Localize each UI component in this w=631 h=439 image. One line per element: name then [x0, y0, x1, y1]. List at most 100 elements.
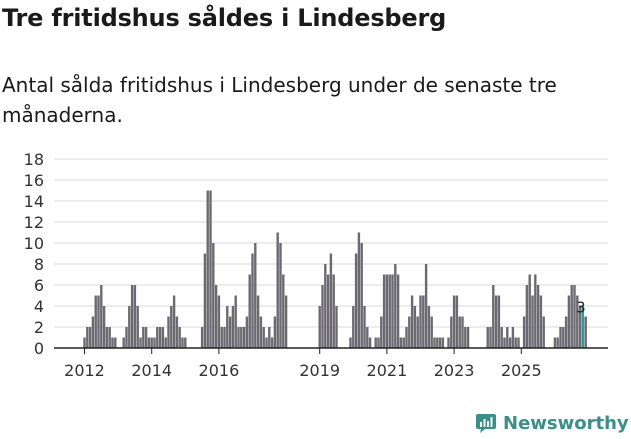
bar — [562, 327, 565, 348]
bar — [374, 337, 377, 348]
highlight-bar — [581, 306, 585, 348]
bar — [413, 306, 417, 348]
bar — [424, 264, 428, 348]
bar — [452, 295, 456, 348]
bar — [133, 285, 137, 348]
bar — [268, 327, 271, 348]
x-tick-label: 2021 — [367, 361, 408, 380]
bar — [170, 306, 173, 348]
bar — [91, 316, 95, 348]
bar — [461, 316, 464, 348]
bar — [332, 274, 335, 348]
bar — [531, 295, 534, 348]
bar — [128, 306, 131, 348]
bar — [458, 316, 461, 348]
bar — [489, 327, 492, 348]
bar — [209, 190, 212, 348]
bar-chart: 0 2 4 6 8 10 12 14 16 18 2012 2014 2016 2019 2021 2023 2… — [24, 150, 608, 380]
y-tick-label: 2 — [34, 318, 44, 337]
bar — [111, 337, 114, 348]
bar — [136, 306, 139, 348]
bar — [114, 337, 117, 348]
bar — [108, 327, 111, 348]
chart-subtitle: Antal sålda fritidshus i Lindesberg unde… — [2, 73, 557, 127]
bar — [181, 337, 184, 348]
bar — [405, 327, 408, 348]
chart-title: Tre fritidshus såldes i Lindesberg — [2, 4, 447, 32]
bar — [396, 274, 400, 348]
bar — [382, 274, 386, 348]
bar — [217, 295, 221, 348]
bar — [570, 285, 573, 348]
bar — [399, 337, 403, 348]
y-tick-label: 6 — [34, 276, 44, 295]
bar — [178, 327, 181, 348]
newsworthy-icon — [476, 414, 496, 433]
bar — [156, 327, 159, 348]
bar — [223, 327, 226, 348]
bar — [377, 337, 380, 348]
bar — [203, 253, 207, 348]
bar — [419, 295, 422, 348]
bar — [450, 316, 453, 348]
bar — [83, 337, 86, 348]
bar — [164, 337, 167, 348]
bar — [122, 337, 125, 348]
bar — [335, 306, 338, 348]
bar — [422, 295, 425, 348]
y-tick-label: 10 — [24, 234, 44, 253]
bar — [408, 316, 411, 348]
bar — [228, 316, 232, 348]
bar — [125, 327, 128, 348]
bar — [553, 337, 557, 348]
bar — [433, 337, 436, 348]
bar — [97, 295, 100, 348]
bar — [94, 295, 97, 348]
bar — [150, 337, 153, 348]
x-tick-label: 2025 — [501, 361, 542, 380]
bar — [184, 337, 187, 348]
bar — [270, 337, 274, 348]
bar — [494, 295, 498, 348]
bar — [388, 274, 391, 348]
bar — [517, 337, 520, 348]
bar — [500, 327, 503, 348]
bar — [534, 274, 537, 348]
bar — [522, 316, 526, 348]
bar — [326, 274, 330, 348]
bar — [385, 274, 389, 348]
bar — [514, 337, 517, 348]
bar — [576, 295, 579, 348]
bar — [360, 243, 363, 348]
bar — [279, 243, 282, 348]
bar — [240, 327, 243, 348]
bar — [556, 337, 559, 348]
bar — [248, 274, 251, 348]
bar — [492, 285, 495, 348]
bar — [511, 327, 515, 348]
bar — [578, 306, 582, 348]
bar — [329, 253, 333, 348]
bar — [153, 337, 156, 348]
bar — [416, 316, 419, 348]
bar — [161, 327, 165, 348]
bar — [438, 337, 442, 348]
bar — [542, 316, 545, 348]
bar — [147, 337, 151, 348]
data-label: 3 — [576, 299, 586, 317]
bar — [105, 327, 109, 348]
x-tick-label: 2012 — [64, 361, 105, 380]
bar — [466, 327, 470, 348]
bar — [410, 295, 414, 348]
bar — [245, 316, 249, 348]
bar — [441, 337, 445, 348]
bar — [536, 285, 540, 348]
brand-name: Newsworthy — [503, 412, 629, 434]
y-tick-label: 12 — [24, 213, 44, 232]
bar — [447, 337, 450, 348]
bar — [130, 285, 134, 348]
bar — [394, 264, 397, 348]
bar — [231, 306, 235, 348]
bar — [254, 243, 257, 348]
bar — [402, 337, 405, 348]
